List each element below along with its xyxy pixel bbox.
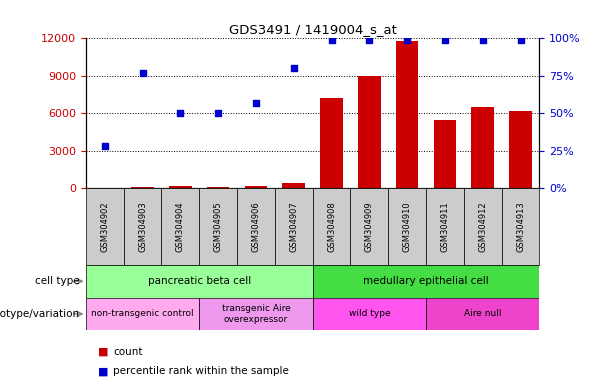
Text: percentile rank within the sample: percentile rank within the sample — [113, 366, 289, 376]
Text: GSM304908: GSM304908 — [327, 201, 336, 252]
Bar — [237, 188, 275, 265]
Bar — [313, 265, 539, 298]
Bar — [86, 298, 199, 330]
Bar — [396, 41, 419, 188]
Text: medullary epithelial cell: medullary epithelial cell — [363, 276, 489, 286]
Bar — [169, 186, 192, 188]
Text: GSM304911: GSM304911 — [440, 201, 449, 252]
Text: pancreatic beta cell: pancreatic beta cell — [148, 276, 251, 286]
Title: GDS3491 / 1419004_s_at: GDS3491 / 1419004_s_at — [229, 23, 397, 36]
Text: wild type: wild type — [349, 310, 390, 318]
Bar — [433, 119, 456, 188]
Bar — [351, 188, 388, 265]
Bar — [313, 188, 351, 265]
Bar — [471, 107, 494, 188]
Text: genotype/variation: genotype/variation — [0, 309, 80, 319]
Bar — [86, 265, 313, 298]
Text: ■: ■ — [98, 347, 109, 357]
Point — [402, 37, 412, 43]
Text: non-transgenic control: non-transgenic control — [91, 310, 194, 318]
Text: GSM304902: GSM304902 — [100, 201, 109, 252]
Point — [364, 37, 374, 43]
Bar — [509, 111, 532, 188]
Text: transgenic Aire
overexpressor: transgenic Aire overexpressor — [221, 304, 291, 324]
Bar — [283, 183, 305, 188]
Bar — [426, 298, 539, 330]
Bar — [199, 188, 237, 265]
Bar — [245, 186, 267, 188]
Text: GSM304913: GSM304913 — [516, 201, 525, 252]
Point — [137, 70, 148, 76]
Point — [327, 37, 337, 43]
Bar — [426, 188, 464, 265]
Text: GSM304906: GSM304906 — [251, 201, 261, 252]
Bar — [388, 188, 426, 265]
Text: GSM304910: GSM304910 — [403, 201, 412, 252]
Bar — [161, 188, 199, 265]
Bar — [124, 188, 161, 265]
Text: cell type: cell type — [35, 276, 80, 286]
Bar — [313, 298, 426, 330]
Bar — [86, 188, 124, 265]
Point — [289, 65, 299, 71]
Point — [516, 37, 525, 43]
Point — [100, 143, 110, 149]
Bar — [501, 188, 539, 265]
Bar — [320, 98, 343, 188]
Text: GSM304909: GSM304909 — [365, 201, 374, 252]
Bar — [207, 187, 229, 188]
Text: GSM304907: GSM304907 — [289, 201, 299, 252]
Point — [175, 110, 185, 116]
Text: ■: ■ — [98, 366, 109, 376]
Point — [213, 110, 223, 116]
Bar — [199, 298, 313, 330]
Bar — [131, 187, 154, 188]
Text: count: count — [113, 347, 143, 357]
Bar — [93, 187, 116, 188]
Bar — [464, 188, 501, 265]
Text: Aire null: Aire null — [464, 310, 501, 318]
Point — [478, 37, 488, 43]
Text: GSM304903: GSM304903 — [138, 201, 147, 252]
Point — [440, 37, 450, 43]
Bar — [358, 76, 381, 188]
Text: GSM304905: GSM304905 — [213, 201, 223, 252]
Bar — [275, 188, 313, 265]
Text: GSM304904: GSM304904 — [176, 201, 185, 252]
Text: GSM304912: GSM304912 — [478, 201, 487, 252]
Point — [251, 100, 261, 106]
